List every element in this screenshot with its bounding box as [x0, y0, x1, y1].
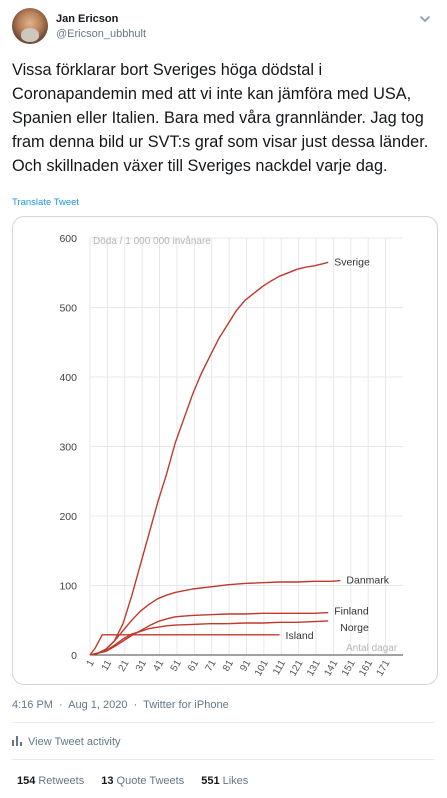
tweet-time[interactable]: 4:16 PM [12, 699, 53, 711]
x-tick-label: 101 [253, 658, 271, 678]
likes-stat[interactable]: 551 Likes [201, 775, 248, 787]
divider [12, 759, 435, 760]
x-tick-label: 21 [117, 658, 132, 674]
x-tick-label: 111 [271, 658, 288, 677]
divider [12, 722, 435, 723]
quote-count: 13 [101, 775, 114, 787]
series-line-danmark [89, 579, 341, 656]
x-tick-label: 161 [357, 658, 375, 678]
x-tick-label: 151 [340, 658, 358, 678]
series-label-sverige: Sverige [334, 256, 370, 268]
series-label-danmark: Danmark [346, 575, 389, 587]
series-line-norge [89, 620, 329, 656]
avatar-photo [21, 28, 39, 42]
x-tick-label: 41 [151, 658, 166, 674]
retweets-stat[interactable]: 154 Retweets [17, 775, 84, 787]
view-activity-link[interactable]: View Tweet activity [12, 736, 121, 748]
avatar[interactable] [12, 8, 48, 44]
x-tick-label: 71 [204, 658, 219, 674]
x-tick-label: 171 [375, 658, 393, 678]
y-tick-label: 300 [59, 442, 77, 454]
y-tick-label: 500 [59, 303, 77, 315]
author-handle[interactable]: @Ericson_ubbhult [56, 28, 147, 40]
series-label-island: Island [286, 630, 314, 642]
y-tick-label: 400 [59, 372, 77, 384]
tweet-meta: 4:16 PM · Aug 1, 2020 · Twitter for iPho… [12, 699, 232, 711]
series-line-sverige [89, 261, 329, 656]
retweets-count: 154 [17, 775, 36, 787]
x-tick-label: 121 [288, 658, 306, 678]
x-tick-label: 31 [134, 658, 149, 674]
tweet-source[interactable]: Twitter for iPhone [143, 699, 229, 711]
likes-count: 551 [201, 775, 220, 787]
quote-label: Quote Tweets [116, 775, 185, 787]
x-tick-label: 61 [186, 658, 201, 674]
x-tick-label: 11 [100, 658, 115, 673]
series-label-norge: Norge [340, 622, 369, 634]
activity-label: View Tweet activity [28, 736, 121, 748]
series-line-finland [89, 611, 329, 656]
tweet-image[interactable]: 1 11 21 31 41 51 61 71 81 91 101 111 121 131 141 151 161… [12, 216, 438, 685]
y-axis-label: Döda / 1 000 000 invånare [93, 235, 211, 247]
x-tick-label: 1 [85, 658, 98, 669]
likes-label: Likes [222, 775, 249, 787]
bar-chart-icon [12, 736, 22, 746]
tweet-text: Vissa förklarar bort Sveriges höga dödst… [12, 61, 429, 175]
x-tick-label: 91 [238, 658, 253, 674]
y-tick-label: 200 [59, 511, 77, 523]
engagement-stats: 154 Retweets 13 Quote Tweets 551 Likes [17, 775, 262, 787]
x-tick-label: 51 [169, 658, 184, 674]
y-tick-label: 0 [71, 650, 77, 662]
x-tick-label: 131 [305, 658, 323, 678]
meta-separator: · [133, 699, 138, 711]
series-line-island [89, 634, 280, 656]
y-tick-label: 100 [59, 581, 77, 593]
tweet-header: Jan Ericson @Ericson_ubbhult [12, 8, 432, 48]
series-label-finland: Finland [334, 606, 369, 618]
retweets-label: Retweets [38, 775, 85, 787]
y-tick-label: 600 [59, 233, 77, 245]
tweet-date[interactable]: Aug 1, 2020 [68, 699, 128, 711]
chart: 1 11 21 31 41 51 61 71 81 91 101 111 121 131 141 151 161… [59, 233, 403, 678]
author-name[interactable]: Jan Ericson [56, 13, 119, 25]
translate-link[interactable]: Translate Tweet [12, 197, 80, 208]
chevron-down-icon[interactable] [418, 12, 432, 26]
quote-tweets-stat[interactable]: 13 Quote Tweets [101, 775, 184, 787]
x-axis-label: Antal dagar [346, 643, 398, 654]
x-tick-label: 81 [221, 658, 236, 674]
meta-separator: · [59, 699, 63, 711]
x-tick-label: 141 [322, 658, 340, 678]
